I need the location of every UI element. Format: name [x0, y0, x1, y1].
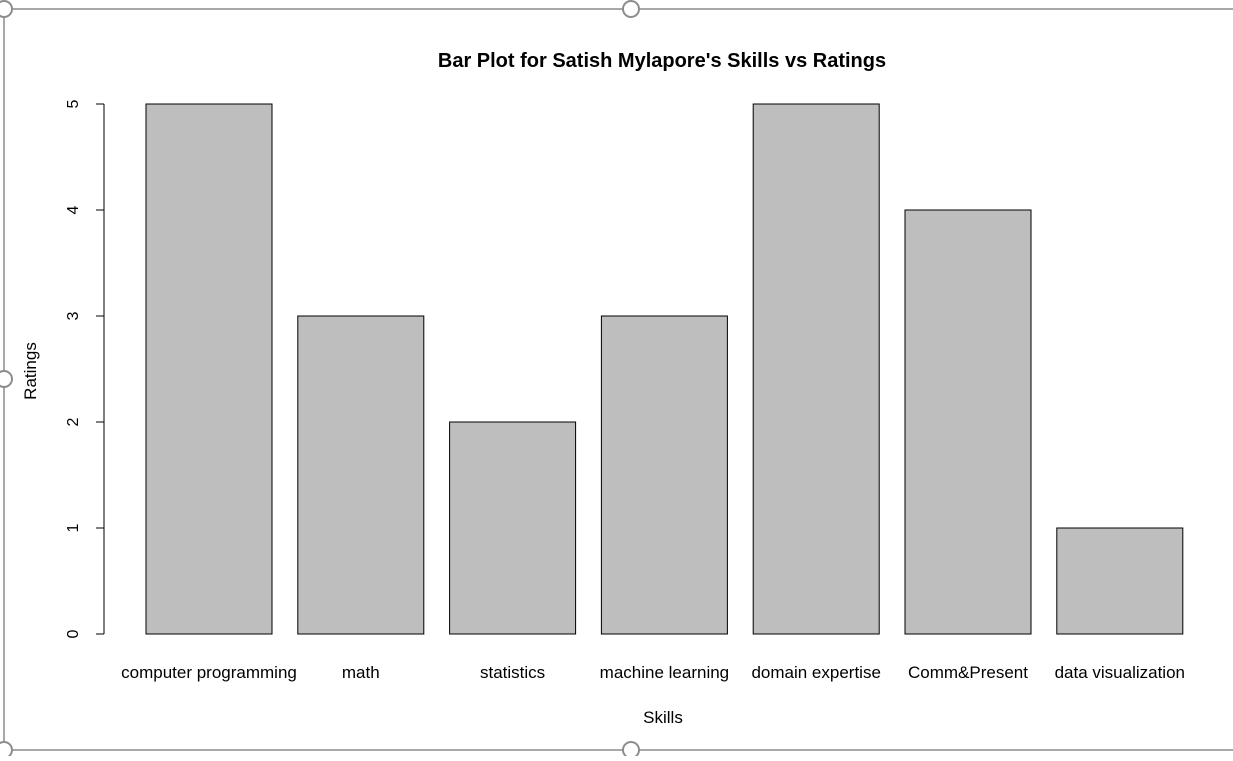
x-tick-label: statistics [480, 663, 545, 682]
bar [752, 103, 880, 635]
chart-title: Bar Plot for Satish Mylapore's Skills vs… [438, 50, 886, 72]
x-tick-label: computer programming [121, 663, 297, 682]
x-tick-labels: computer programming math statistics machin… [121, 663, 1185, 682]
y-axis-label: Ratings [21, 342, 40, 400]
bar [145, 103, 273, 635]
y-tick-label: 3 [65, 311, 82, 320]
x-tick-label: machine learning [600, 663, 729, 682]
resize-handle-top-left[interactable] [0, 0, 13, 18]
bar [449, 421, 577, 635]
x-tick-label: domain expertise [751, 663, 880, 682]
bar [297, 315, 425, 635]
x-axis-label: Skills [643, 708, 683, 727]
bar [904, 209, 1032, 635]
y-axis-ticks: 0 1 2 3 4 5 [65, 99, 104, 638]
x-tick-label: Comm&Present [908, 663, 1028, 682]
y-tick-label: 4 [65, 205, 82, 214]
resize-handle-bottom-left[interactable] [0, 741, 13, 759]
bars-group [145, 103, 1184, 635]
x-tick-label: data visualization [1055, 663, 1185, 682]
y-tick-label: 2 [65, 417, 82, 426]
resize-handle-bottom-middle[interactable] [622, 741, 640, 759]
resize-handle-middle-left[interactable] [0, 370, 13, 388]
bar [1056, 527, 1184, 635]
resize-handle-top-middle[interactable] [622, 0, 640, 18]
y-tick-label: 0 [65, 629, 82, 638]
x-tick-label: math [342, 663, 380, 682]
bar [600, 315, 728, 635]
y-tick-label: 5 [65, 99, 82, 108]
y-tick-label: 1 [65, 523, 82, 532]
